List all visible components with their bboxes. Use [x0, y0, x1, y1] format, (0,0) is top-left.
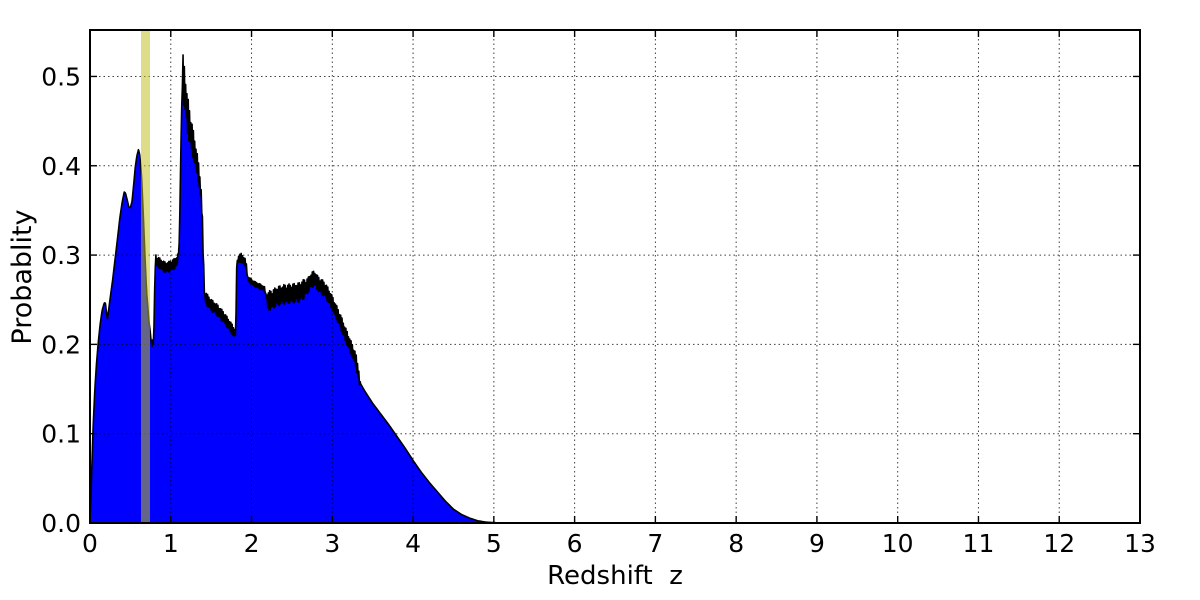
y-tick-label: 0.0 — [41, 509, 81, 538]
gridlines — [90, 30, 1140, 523]
highlight-redshift-band — [140, 30, 151, 523]
y-tick-label: 0.3 — [41, 241, 81, 270]
x-tick-label: 4 — [405, 529, 421, 558]
x-tick-label: 7 — [647, 529, 663, 558]
tick-marks — [89, 30, 1141, 524]
y-tick-labels: 0.0 0.1 0.2 0.3 0.4 0.5 — [41, 62, 81, 538]
x-tick-label: 9 — [809, 529, 825, 558]
x-tick-label: 12 — [1043, 529, 1075, 558]
x-tick-label: 5 — [486, 529, 502, 558]
y-axis-label: Probablity — [7, 209, 38, 344]
y-tick-label: 0.1 — [41, 420, 81, 449]
x-tick-labels: 0 1 2 3 4 5 6 7 8 9 10 11 12 13 — [82, 529, 1156, 558]
x-tick-label: 11 — [963, 529, 995, 558]
axes-frame — [89, 29, 1141, 524]
x-axis-label: Redshift z — [547, 561, 683, 591]
x-tick-label: 1 — [163, 529, 179, 558]
x-tick-label: 13 — [1124, 529, 1156, 558]
x-tick-label: 6 — [567, 529, 583, 558]
y-tick-label: 0.5 — [41, 62, 81, 91]
x-tick-label: 10 — [882, 529, 914, 558]
x-tick-label: 2 — [244, 529, 260, 558]
x-tick-label: 0 — [82, 529, 98, 558]
x-tick-label: 3 — [324, 529, 340, 558]
y-tick-label: 0.4 — [41, 152, 81, 181]
y-tick-label: 0.2 — [41, 330, 81, 359]
x-tick-label: 8 — [728, 529, 744, 558]
pdf-area-curve — [89, 54, 1141, 524]
